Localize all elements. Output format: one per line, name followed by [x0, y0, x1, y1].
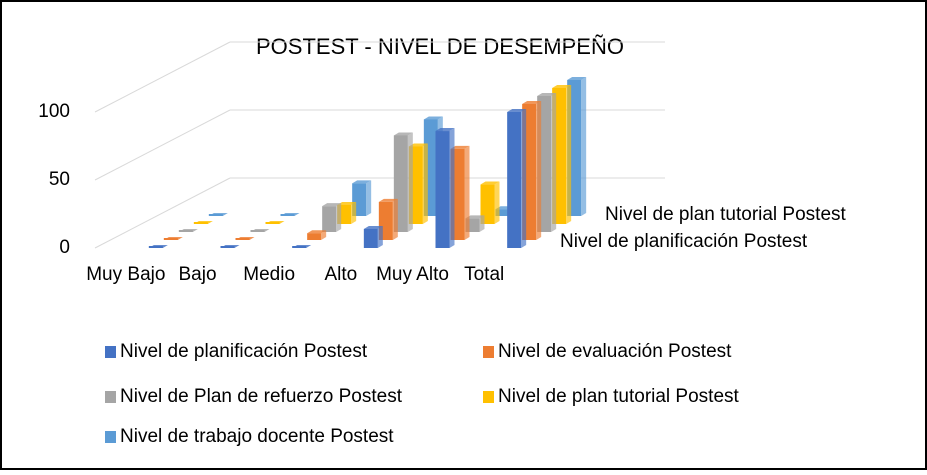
bar — [322, 206, 337, 232]
depth-label: Nivel de planificación Postest — [560, 231, 808, 252]
bar — [178, 230, 193, 232]
bar-side — [479, 215, 485, 232]
legend-swatch — [105, 391, 116, 403]
bar-side — [366, 180, 372, 216]
bar-top — [363, 225, 383, 229]
legend-swatch — [483, 391, 494, 403]
bar — [435, 131, 450, 248]
bar — [292, 246, 307, 248]
bar-top — [435, 128, 455, 132]
grid: 0 50 100 Muy Bajo Bajo Medio Alto Muy Alto Total… — [38, 41, 847, 285]
bar — [193, 222, 208, 224]
bar-top — [537, 93, 557, 96]
x-tick-label: Muy Bajo — [86, 264, 165, 285]
bar-side — [449, 128, 455, 248]
bar-side — [321, 230, 327, 240]
x-tick-label: Medio — [243, 264, 295, 285]
bar-side — [336, 203, 342, 232]
bar — [250, 230, 265, 232]
bar-top — [393, 132, 413, 136]
bar — [307, 233, 322, 240]
bar-top — [480, 181, 500, 185]
bar-side — [407, 132, 413, 232]
bar-top — [507, 109, 527, 112]
bar-side — [581, 77, 587, 216]
bar — [163, 238, 178, 240]
y-tick-label: 50 — [49, 169, 70, 190]
x-tick-label: Total — [464, 264, 504, 285]
bar-side — [392, 198, 398, 240]
bar-top — [522, 101, 542, 104]
bar — [363, 228, 378, 248]
bar-side — [464, 145, 470, 240]
y-tick-label: 100 — [38, 101, 70, 122]
bar — [235, 238, 250, 240]
bar-side — [551, 93, 557, 232]
legend-swatch — [105, 431, 116, 443]
bar-side — [521, 109, 527, 248]
bar-side — [536, 101, 542, 240]
x-tick-label: Bajo — [178, 264, 216, 285]
bar-side — [351, 201, 357, 224]
legend-label: Nivel de evaluación Postest — [498, 341, 732, 362]
bar-top — [307, 230, 327, 234]
bar-side — [566, 85, 572, 224]
bar-top — [450, 145, 470, 149]
bar-top — [352, 180, 372, 184]
legend-swatch — [105, 346, 116, 358]
x-tick-label: Alto — [324, 264, 357, 285]
legend-label: Nivel de plan tutorial Postest — [498, 386, 740, 407]
y-tick-label: 0 — [59, 237, 70, 258]
x-tick-label: Muy Alto — [376, 264, 449, 285]
bar-top — [552, 85, 572, 88]
legend: Nivel de planificación Postest Nivel de e… — [105, 341, 740, 447]
bar-top — [423, 116, 443, 120]
legend-label: Nivel de planificación Postest — [120, 341, 368, 362]
bar-top — [337, 201, 357, 205]
bar — [507, 112, 522, 248]
bar-top — [378, 198, 398, 202]
bar-side — [422, 143, 428, 224]
grid-line — [94, 109, 231, 181]
grid-line — [94, 41, 231, 113]
bar-top — [408, 143, 428, 147]
bar-top — [465, 215, 485, 219]
bar-side — [377, 225, 383, 248]
bar-side — [494, 181, 500, 224]
bar-top — [322, 203, 342, 207]
chart-title: POSTEST - NIVEL DE DESEMPEÑO — [256, 34, 624, 59]
legend-label: Nivel de trabajo docente Postest — [120, 426, 394, 447]
bar — [495, 209, 510, 216]
bar — [280, 214, 295, 216]
bars — [148, 77, 587, 248]
grid-line — [94, 177, 231, 249]
bar — [480, 184, 495, 224]
bar-top — [567, 77, 587, 80]
depth-label: Nivel de plan tutorial Postest — [605, 204, 847, 225]
bar — [265, 222, 280, 224]
bar — [148, 246, 163, 248]
legend-swatch — [483, 346, 494, 358]
legend-label: Nivel de Plan de refuerzo Postest — [120, 386, 403, 407]
bar — [220, 246, 235, 248]
bar — [208, 214, 223, 216]
